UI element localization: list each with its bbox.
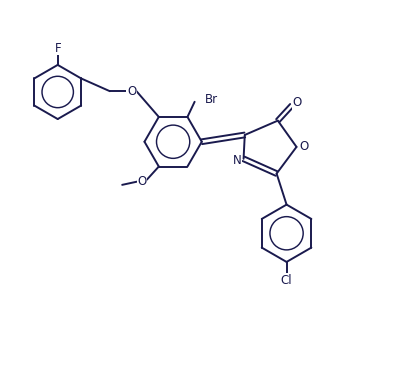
Text: O: O <box>299 140 308 153</box>
Text: O: O <box>137 175 147 188</box>
Text: Cl: Cl <box>281 274 293 287</box>
Text: O: O <box>127 85 137 98</box>
Text: Br: Br <box>205 93 218 105</box>
Text: F: F <box>55 42 61 55</box>
Text: O: O <box>292 96 302 109</box>
Text: N: N <box>233 154 242 167</box>
